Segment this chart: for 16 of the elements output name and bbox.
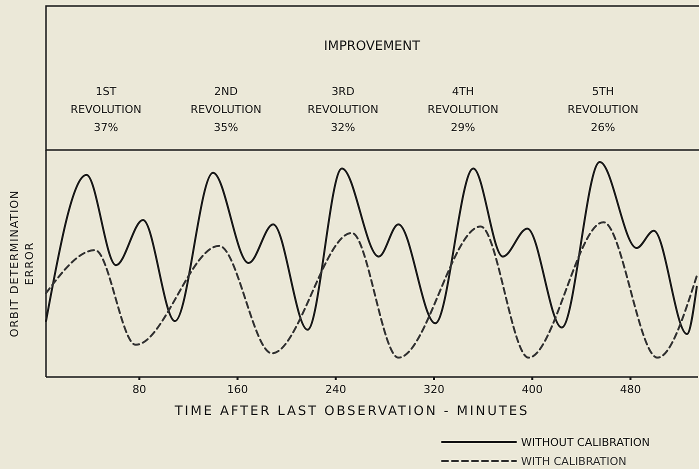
x-tick-label: 80 — [132, 383, 146, 396]
x-tick-label: 320 — [424, 383, 445, 396]
x-tick-label: 160 — [227, 383, 248, 396]
text: 2ND REVOLUTION 35% — [190, 85, 262, 134]
chart-title: IMPROVEMENT — [324, 39, 420, 54]
text: 5TH REVOLUTION 26% — [567, 85, 639, 134]
x-tick-label: 240 — [325, 383, 346, 396]
text: 1ST REVOLUTION 37% — [70, 85, 142, 134]
text: WITHOUT CALIBRATION — [521, 436, 650, 449]
x-tick-label: 400 — [522, 383, 543, 396]
text: 3RD REVOLUTION 32% — [307, 85, 379, 134]
x-tick-label: 480 — [620, 383, 641, 396]
text: WITH CALIBRATION — [521, 455, 626, 468]
x-axis-title: TIME AFTER LAST OBSERVATION - MINUTES — [174, 404, 530, 419]
text: 4TH REVOLUTION 29% — [427, 85, 499, 134]
y-axis-title: ORBIT DETERMINATION ERROR — [8, 190, 36, 338]
